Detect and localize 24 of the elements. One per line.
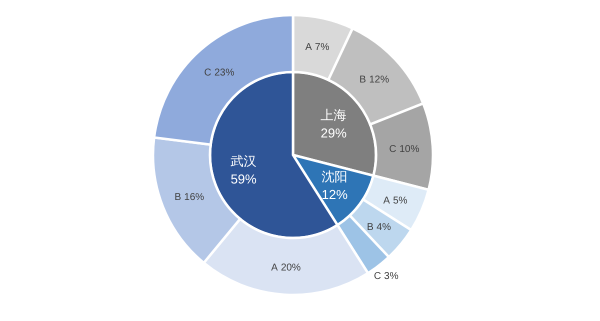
slice-label: 上海 [320, 107, 347, 122]
slice-label: 武汉 [230, 153, 257, 168]
data-label: 3% [384, 271, 399, 282]
data-label: 12% [369, 74, 390, 86]
slice-label: B [366, 222, 374, 234]
slice-label: C [389, 144, 396, 155]
data-label: 59% [230, 171, 258, 186]
data-label: 12% [322, 187, 348, 202]
slice-label: A [305, 42, 312, 54]
slice-label: B [359, 74, 366, 86]
slice-label: C [204, 67, 212, 78]
data-label: 16% [184, 192, 204, 204]
data-label: 20% [280, 262, 301, 274]
data-label: 29% [320, 125, 348, 140]
data-label: 23% [214, 67, 234, 78]
slice-label: 沈阳 [322, 169, 348, 184]
slice-label: A [383, 195, 390, 206]
data-label: 5% [392, 195, 408, 206]
slice-label: C [374, 271, 382, 282]
data-label: 10% [399, 144, 420, 155]
slice-label: B [174, 192, 182, 204]
data-label: 4% [376, 222, 392, 234]
slice-label: A [271, 262, 278, 274]
data-label: 7% [314, 42, 330, 54]
